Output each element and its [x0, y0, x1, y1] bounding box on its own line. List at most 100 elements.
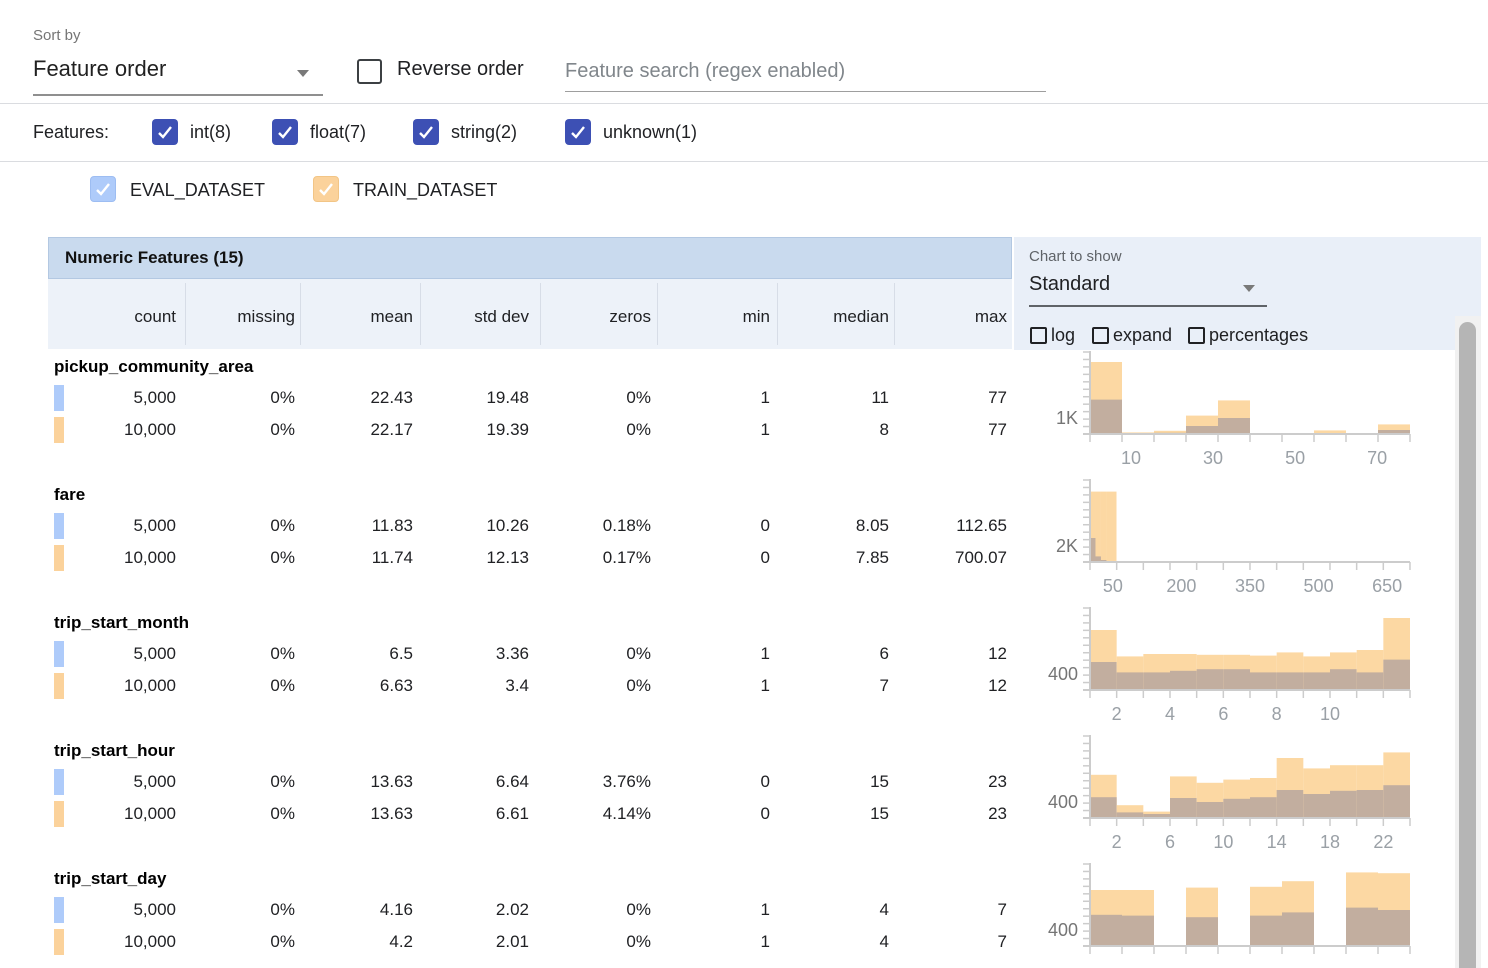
log-label: log: [1051, 325, 1076, 345]
column-header-row: count missing mean std dev zeros min med…: [48, 279, 1012, 349]
scrollbar-thumb[interactable]: [1459, 322, 1476, 968]
feature-block-fare: fare 5,000 0% 11.83 10.26 0.18% 0 8.05 112.65 10,…: [48, 479, 1411, 608]
feature-name: trip_start_month: [54, 613, 190, 632]
check-icon: [571, 126, 585, 139]
stats-row-train: 10,000 0% 22.17 19.39 0% 1 8 77: [48, 414, 1012, 446]
svg-text:650: 650: [1372, 576, 1402, 596]
reverse-order-label: Reverse order: [397, 58, 524, 80]
int-label: int(8): [190, 122, 232, 142]
reverse-order-checkbox[interactable]: [357, 59, 382, 84]
unknown-checkbox[interactable]: [565, 119, 591, 145]
stat-value: 0%: [626, 644, 651, 663]
stats-row-train: 10,000 0% 4.2 2.01 0% 1 4 7: [48, 926, 1012, 958]
stat-value: 77: [988, 388, 1007, 407]
stats-row-eval: 5,000 0% 6.5 3.36 0% 1 6 12: [48, 638, 1012, 670]
eval-color-swatch: [54, 897, 64, 923]
feature-name: pickup_community_area: [54, 357, 254, 376]
expand-label: expand: [1113, 325, 1173, 345]
stat-value: 12.13: [486, 548, 529, 567]
sort-by-label: Sort by: [33, 27, 81, 44]
svg-text:8: 8: [1272, 704, 1282, 724]
stats-row-train: 10,000 0% 11.74 12.13 0.17% 0 7.85 700.07: [48, 542, 1012, 574]
stat-value: 4.16: [379, 900, 413, 919]
column-separator: [185, 283, 186, 345]
stat-value: 5,000: [133, 388, 176, 407]
stat-value: 0%: [270, 420, 295, 439]
feature-block-trip_start_month: trip_start_month 5,000 0% 6.5 3.36 0% 1 6 12 10,0…: [48, 607, 1411, 736]
stat-value: 11.74: [371, 548, 413, 567]
stat-value: 1: [760, 644, 770, 663]
stat-value: 10,000: [124, 420, 176, 439]
feature-chart: 50 200 350 500 650 2K: [1028, 474, 1432, 608]
svg-text:50: 50: [1285, 448, 1305, 468]
stat-value: 10,000: [124, 548, 176, 567]
col-min: min: [742, 307, 770, 326]
col-max: max: [974, 307, 1007, 326]
chevron-down-icon: [297, 70, 309, 77]
stat-value: 5,000: [133, 772, 176, 791]
stat-value: 10.26: [486, 516, 529, 535]
svg-text:10: 10: [1213, 832, 1233, 852]
column-separator: [420, 283, 421, 345]
stat-value: 1: [760, 932, 770, 951]
sort-by-value: Feature order: [33, 56, 167, 81]
chart-to-show-panel: Chart to show Standard log expand percen…: [1014, 237, 1481, 350]
stat-value: 112.65: [956, 516, 1007, 535]
stat-value: 0%: [626, 932, 651, 951]
stat-value: 19.48: [486, 388, 529, 407]
stat-value: 0: [760, 516, 770, 535]
stats-row-train: 10,000 0% 13.63 6.61 4.14% 0 15 23: [48, 798, 1012, 830]
histogram-chart: 10 30 50 70 1K: [1056, 351, 1411, 468]
stat-value: 12: [988, 644, 1007, 663]
col-stddev: std dev: [474, 307, 529, 326]
feature-chart: 2 6 10 14 18 22 400: [1028, 730, 1432, 864]
column-separator: [657, 283, 658, 345]
stat-value: 6.5: [389, 644, 413, 663]
svg-text:2K: 2K: [1056, 536, 1078, 556]
stat-value: 3.36: [495, 644, 529, 663]
check-icon: [158, 126, 172, 139]
train-color-swatch: [54, 801, 64, 827]
check-icon: [96, 183, 110, 196]
stat-value: 0%: [270, 676, 295, 695]
stat-value: 0: [760, 804, 770, 823]
eval-dataset-checkbox[interactable]: [90, 176, 116, 202]
expand-checkbox[interactable]: [1092, 327, 1109, 344]
chevron-down-icon: [1243, 285, 1255, 292]
feature-search-input[interactable]: Feature search (regex enabled): [565, 50, 1046, 92]
string-checkbox[interactable]: [413, 119, 439, 145]
column-separator: [540, 283, 541, 345]
col-count: count: [134, 307, 176, 326]
train-dataset-checkbox[interactable]: [313, 176, 339, 202]
string-label: string(2): [451, 122, 518, 142]
histogram-chart: 50 200 350 500 650 2K: [1056, 479, 1411, 596]
svg-text:400: 400: [1048, 920, 1078, 940]
float-checkbox[interactable]: [272, 119, 298, 145]
train-dataset-label: TRAIN_DATASET: [353, 180, 498, 200]
log-checkbox[interactable]: [1030, 327, 1047, 344]
stat-value: 0.18%: [602, 516, 651, 535]
feature-chart: 400: [1028, 858, 1432, 968]
chart-type-select[interactable]: Standard: [1029, 273, 1267, 307]
stat-value: 0: [760, 772, 770, 791]
svg-text:14: 14: [1267, 832, 1287, 852]
col-mean: mean: [370, 307, 413, 326]
stat-value: 0%: [270, 644, 295, 663]
stat-value: 15: [870, 772, 889, 791]
stat-value: 13.63: [370, 772, 413, 791]
svg-text:10: 10: [1320, 704, 1340, 724]
stat-value: 7: [997, 932, 1007, 951]
feature-list: pickup_community_area 5,000 0% 22.43 19.48 0%…: [48, 351, 1411, 968]
svg-text:30: 30: [1203, 448, 1223, 468]
histogram-chart: 2 4 6 8 10 400: [1048, 607, 1411, 724]
stat-value: 19.39: [486, 420, 529, 439]
svg-text:18: 18: [1320, 832, 1340, 852]
sort-by-select[interactable]: Feature order: [33, 56, 323, 96]
svg-text:200: 200: [1166, 576, 1196, 596]
stat-value: 2.01: [495, 932, 529, 951]
int-checkbox[interactable]: [152, 119, 178, 145]
stat-value: 5,000: [133, 516, 176, 535]
percentages-checkbox[interactable]: [1188, 327, 1205, 344]
stat-value: 6.64: [495, 772, 529, 791]
col-missing: missing: [237, 307, 295, 326]
